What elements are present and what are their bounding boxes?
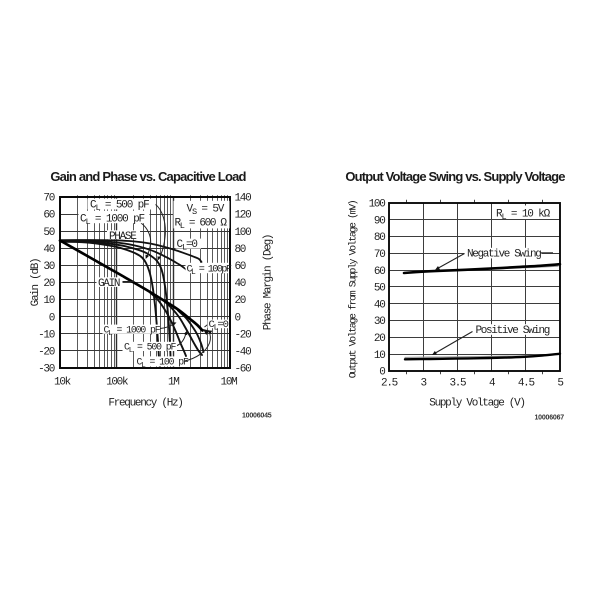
svg-text:3.5: 3.5 [449, 378, 466, 390]
svg-text:90: 90 [374, 215, 385, 227]
svg-text:10: 10 [43, 295, 54, 307]
svg-text:80: 80 [235, 244, 246, 256]
svg-text:Output Voltage from Supply Vol: Output Voltage from Supply Voltage (mV) [348, 200, 360, 378]
svg-text:CL = 100pF: CL = 100pF [187, 265, 232, 278]
svg-text:RL = 10 kΩ: RL = 10 kΩ [496, 209, 551, 223]
svg-text:4: 4 [489, 378, 496, 390]
svg-text:Positive Swing: Positive Swing [476, 325, 550, 337]
svg-text:-40: -40 [235, 347, 252, 359]
svg-text:CL = 1000 pF: CL = 1000 pF [80, 213, 145, 227]
svg-text:-30: -30 [38, 364, 55, 376]
svg-text:80: 80 [374, 232, 385, 244]
svg-text:0: 0 [379, 367, 385, 379]
svg-text:40: 40 [43, 244, 54, 256]
svg-text:70: 70 [374, 249, 385, 261]
svg-text:Output Voltage Swing vs. Suppl: Output Voltage Swing vs. Supply Voltage [345, 169, 565, 184]
svg-text:20: 20 [235, 295, 246, 307]
svg-text:4.5: 4.5 [518, 378, 535, 390]
svg-text:100: 100 [369, 199, 386, 211]
svg-text:40: 40 [235, 278, 246, 290]
svg-text:Gain and Phase vs. Capacitive: Gain and Phase vs. Capacitive Load [50, 169, 246, 184]
svg-text:CL=0: CL=0 [209, 319, 229, 333]
svg-text:Negative Swing: Negative Swing [467, 249, 541, 261]
svg-text:120: 120 [235, 210, 252, 222]
svg-text:-60: -60 [235, 364, 252, 376]
svg-text:Gain (dB): Gain (dB) [30, 259, 42, 307]
svg-text:RL = 600 Ω: RL = 600 Ω [175, 218, 228, 232]
svg-text:-20: -20 [235, 329, 252, 341]
svg-text:CL = 1000 pF: CL = 1000 pF [104, 324, 161, 338]
svg-text:-20: -20 [38, 347, 55, 359]
svg-text:70: 70 [43, 193, 54, 205]
svg-text:1M: 1M [168, 377, 179, 389]
svg-text:VS = 5V: VS = 5V [187, 204, 225, 218]
svg-text:30: 30 [43, 261, 54, 273]
svg-text:20: 20 [374, 333, 385, 345]
svg-text:Frequency (Hz): Frequency (Hz) [108, 398, 182, 410]
svg-text:60: 60 [374, 266, 385, 278]
svg-text:5: 5 [557, 378, 563, 390]
svg-text:10006045: 10006045 [242, 413, 272, 420]
svg-text:10: 10 [374, 350, 385, 362]
svg-text:100: 100 [235, 227, 252, 239]
svg-text:10M: 10M [221, 377, 238, 389]
svg-text:2.5: 2.5 [381, 378, 398, 390]
svg-text:50: 50 [43, 227, 54, 239]
svg-text:0: 0 [235, 312, 241, 324]
svg-text:Phase Margin (Deg): Phase Margin (Deg) [263, 235, 275, 330]
svg-text:10006067: 10006067 [534, 415, 564, 422]
svg-text:CL = 100 pF: CL = 100 pF [137, 357, 189, 371]
svg-text:20: 20 [43, 278, 54, 290]
svg-text:GAIN: GAIN [98, 278, 120, 290]
svg-text:140: 140 [235, 193, 252, 205]
svg-text:50: 50 [374, 283, 385, 295]
svg-text:PHASE: PHASE [109, 231, 137, 243]
svg-text:-10: -10 [38, 329, 55, 341]
svg-text:Supply Voltage (V): Supply Voltage (V) [429, 398, 524, 410]
svg-text:3: 3 [421, 378, 427, 390]
svg-text:60: 60 [43, 210, 54, 222]
svg-text:100k: 100k [106, 377, 129, 389]
svg-text:10k: 10k [54, 377, 72, 389]
svg-text:40: 40 [374, 299, 385, 311]
svg-text:30: 30 [374, 316, 385, 328]
svg-text:CL = 500 pF: CL = 500 pF [124, 342, 176, 356]
svg-text:60: 60 [235, 261, 246, 273]
svg-text:0: 0 [49, 312, 55, 324]
svg-text:CL=0: CL=0 [177, 239, 198, 253]
svg-text:CL = 500 pF: CL = 500 pF [90, 200, 149, 214]
